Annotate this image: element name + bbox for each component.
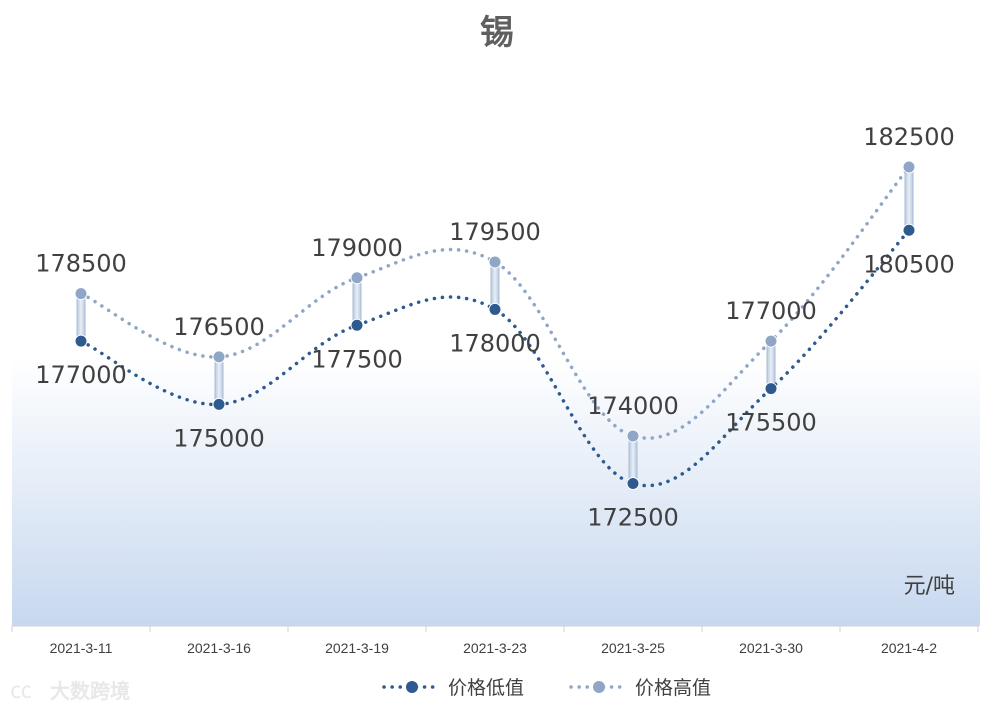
high-low-line xyxy=(490,261,500,310)
series-low-point xyxy=(212,397,226,411)
high-low-line xyxy=(628,435,638,485)
watermark-text: 大数跨境 xyxy=(50,679,130,703)
legend[interactable]: 价格低值 价格高值 xyxy=(382,677,711,699)
x-axis-ticks: 2021-3-11 2021-3-16 2021-3-19 2021-3-23 2021… xyxy=(11,626,979,656)
legend-item-low[interactable]: 价格低值 xyxy=(382,677,524,699)
high-low-line xyxy=(766,340,776,390)
series-high-line xyxy=(79,165,911,440)
chart-title: 锡 xyxy=(480,13,514,53)
legend-marker-swatch xyxy=(406,681,418,693)
high-low-line xyxy=(214,356,224,405)
data-label-low: 180500 xyxy=(863,250,955,278)
series-high-point xyxy=(74,287,88,301)
high-low-line xyxy=(352,277,362,326)
data-label-low: 177500 xyxy=(311,345,403,373)
legend-marker-swatch xyxy=(593,681,605,693)
x-tick-label: 2021-3-19 xyxy=(325,640,389,656)
x-tick-label: 2021-4-2 xyxy=(881,640,937,656)
high-low-line xyxy=(76,293,86,342)
watermark-logo-icon: ㏄ xyxy=(10,679,32,704)
data-label-high: 176500 xyxy=(173,313,265,341)
series-high-point xyxy=(902,160,916,174)
series-layer xyxy=(74,160,916,491)
data-label-low: 175000 xyxy=(173,424,265,452)
x-tick-label: 2021-3-25 xyxy=(601,640,665,656)
series-high-point xyxy=(212,350,226,364)
x-tick-label: 2021-3-30 xyxy=(739,640,803,656)
series-low-point xyxy=(350,318,364,332)
data-label-low: 172500 xyxy=(587,504,679,532)
data-label-high: 174000 xyxy=(587,392,679,420)
plot-background xyxy=(12,300,980,626)
data-label-high: 182500 xyxy=(863,123,955,151)
data-label-high: 179500 xyxy=(449,218,541,246)
data-label-high: 178500 xyxy=(35,250,127,278)
series-high-point xyxy=(764,334,778,348)
high-low-line xyxy=(904,166,914,231)
series-low-point xyxy=(902,223,916,237)
series-low-point xyxy=(488,302,502,316)
x-tick-label: 2021-3-11 xyxy=(50,640,113,656)
data-label-low: 177000 xyxy=(35,361,127,389)
legend-label: 价格高值 xyxy=(635,677,711,699)
series-high xyxy=(74,160,916,443)
series-low-point xyxy=(74,334,88,348)
data-label-low: 178000 xyxy=(449,329,541,357)
legend-label: 价格低值 xyxy=(448,677,524,699)
series-high-point xyxy=(488,255,502,269)
series-low xyxy=(74,223,916,491)
series-low-point xyxy=(764,382,778,396)
watermark: ㏄ 大数跨境 xyxy=(10,679,130,704)
data-label-high: 179000 xyxy=(311,234,403,262)
unit-label: 元/吨 xyxy=(904,574,955,599)
series-high-point xyxy=(350,271,364,285)
data-label-high: 177000 xyxy=(725,297,817,325)
data-labels: 178500 177000 176500 175000 179000 177500 1795… xyxy=(35,123,955,532)
series-high-point xyxy=(626,429,640,443)
x-tick-label: 2021-3-16 xyxy=(187,640,251,656)
x-tick-label: 2021-3-23 xyxy=(463,640,527,656)
legend-item-high[interactable]: 价格高值 xyxy=(569,677,711,699)
data-label-low: 175500 xyxy=(725,409,817,437)
series-low-point xyxy=(626,477,640,491)
